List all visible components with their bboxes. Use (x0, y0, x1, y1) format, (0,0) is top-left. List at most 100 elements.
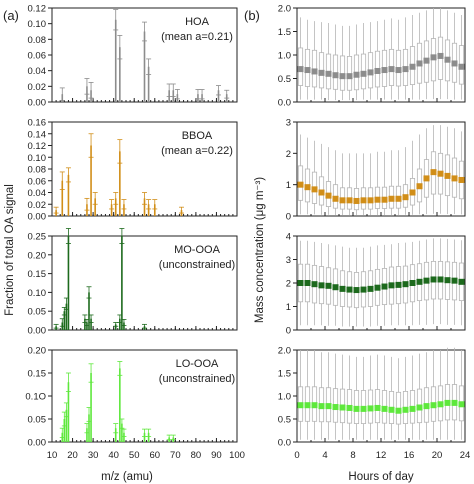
y-tick-label: 3 (286, 118, 291, 129)
y-tick-label: 0.05 (28, 415, 47, 426)
y-tick-label: 2.0 (278, 346, 291, 357)
median-marker (332, 404, 339, 411)
median-marker (451, 175, 458, 182)
median-marker (339, 404, 346, 411)
median-marker (381, 283, 388, 290)
median-marker (423, 175, 430, 182)
median-marker (297, 402, 304, 409)
median-marker (339, 285, 346, 292)
y-tick-label: 1 (286, 180, 291, 191)
median-marker (409, 280, 416, 286)
factor-subtitle: (mean a=0.22) (161, 145, 233, 157)
median-marker (458, 176, 465, 183)
factor-subtitle: (mean a=0.21) (161, 31, 233, 43)
median-marker (423, 403, 430, 410)
median-marker (332, 195, 339, 202)
x-axis-label-left: m/z (amu) (101, 471, 153, 483)
y-tick-label: 0 (286, 212, 291, 223)
median-marker (374, 404, 381, 411)
median-marker (353, 197, 360, 204)
y-tick-label: 0.02 (28, 82, 47, 93)
median-marker (395, 281, 402, 288)
median-marker (297, 66, 304, 73)
median-marker (332, 284, 339, 291)
median-marker (444, 277, 451, 284)
median-marker (430, 402, 437, 409)
median-marker (381, 405, 388, 412)
y-tick-label: 0.10 (28, 288, 47, 299)
y-tick-label: 0.14 (28, 129, 47, 140)
median-marker (367, 197, 374, 204)
median-marker (311, 281, 318, 288)
median-marker (318, 403, 325, 410)
median-marker (311, 186, 318, 193)
median-marker (346, 197, 353, 204)
x-tick-label: 12 (376, 450, 387, 461)
median-marker (318, 282, 325, 289)
median-marker (297, 280, 304, 286)
factor-title: HOA (185, 16, 210, 28)
y-tick-label: 0.5 (278, 415, 291, 426)
x-tick-label: 60 (149, 450, 160, 461)
median-marker (395, 407, 402, 414)
median-marker (339, 197, 346, 204)
y-tick-label: 0.05 (28, 307, 47, 318)
median-marker (458, 278, 465, 285)
median-marker (402, 66, 409, 73)
y-tick-label: 0.15 (28, 269, 47, 280)
y-tick-label: 0.20 (28, 250, 47, 261)
median-marker (360, 197, 367, 204)
y-tick-label: 1.5 (278, 369, 291, 380)
y-tick-label: 0.12 (28, 4, 47, 15)
median-marker (388, 195, 395, 202)
median-marker (402, 406, 409, 413)
factor-title: MO-OOA (174, 244, 220, 256)
y-tick-label: 0.25 (28, 232, 47, 243)
y-tick-label: 0.0 (278, 438, 291, 449)
y-tick-label: 0.06 (28, 176, 47, 187)
x-tick-label: 10 (47, 450, 58, 461)
y-tick-label: 0.08 (28, 165, 47, 176)
x-axis-label-right: Hours of day (348, 471, 413, 483)
y-tick-label: 0.20 (28, 346, 47, 357)
median-marker (395, 67, 402, 74)
median-marker (318, 189, 325, 196)
median-marker (311, 402, 318, 409)
median-marker (423, 57, 430, 64)
median-marker (332, 72, 339, 79)
x-tick-label: 24 (460, 450, 471, 461)
median-marker (367, 405, 374, 412)
median-marker (437, 170, 444, 177)
median-marker (402, 194, 409, 201)
median-marker (409, 405, 416, 412)
median-marker (346, 404, 353, 411)
y-tick-label: 0.5 (278, 74, 291, 85)
x-tick-label: 4 (322, 450, 327, 461)
x-tick-label: 40 (108, 450, 119, 461)
median-marker (367, 69, 374, 76)
y-tick-label: 0.12 (28, 141, 47, 152)
y-tick-label: 0.04 (28, 66, 47, 77)
median-marker (297, 181, 304, 188)
panel-label-a: (a) (3, 8, 19, 23)
y-tick-label: 0.02 (28, 200, 47, 211)
median-marker (367, 285, 374, 292)
median-marker (444, 56, 451, 63)
y-tick-label: 0.06 (28, 51, 47, 62)
x-tick-label: 80 (191, 450, 202, 461)
y-tick-label: 1.0 (278, 392, 291, 403)
median-marker (423, 277, 430, 284)
median-marker (402, 281, 409, 288)
x-tick-label: 30 (88, 450, 99, 461)
y-tick-label: 3 (286, 255, 291, 266)
y-tick-label: 2 (286, 149, 291, 160)
median-marker (409, 189, 416, 196)
panel-label-b: (b) (244, 8, 260, 23)
median-marker (395, 195, 402, 202)
median-marker (458, 401, 465, 408)
median-marker (353, 405, 360, 412)
median-marker (409, 63, 416, 70)
median-marker (304, 67, 311, 74)
